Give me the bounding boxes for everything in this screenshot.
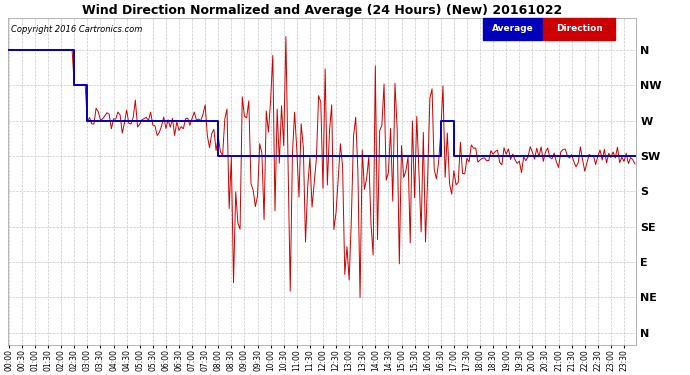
Bar — [484, 18, 543, 39]
Title: Wind Direction Normalized and Average (24 Hours) (New) 20161022: Wind Direction Normalized and Average (2… — [81, 4, 562, 17]
Text: Copyright 2016 Cartronics.com: Copyright 2016 Cartronics.com — [11, 25, 142, 34]
Text: Direction: Direction — [555, 24, 602, 33]
Bar — [543, 18, 615, 39]
Text: Average: Average — [492, 24, 534, 33]
